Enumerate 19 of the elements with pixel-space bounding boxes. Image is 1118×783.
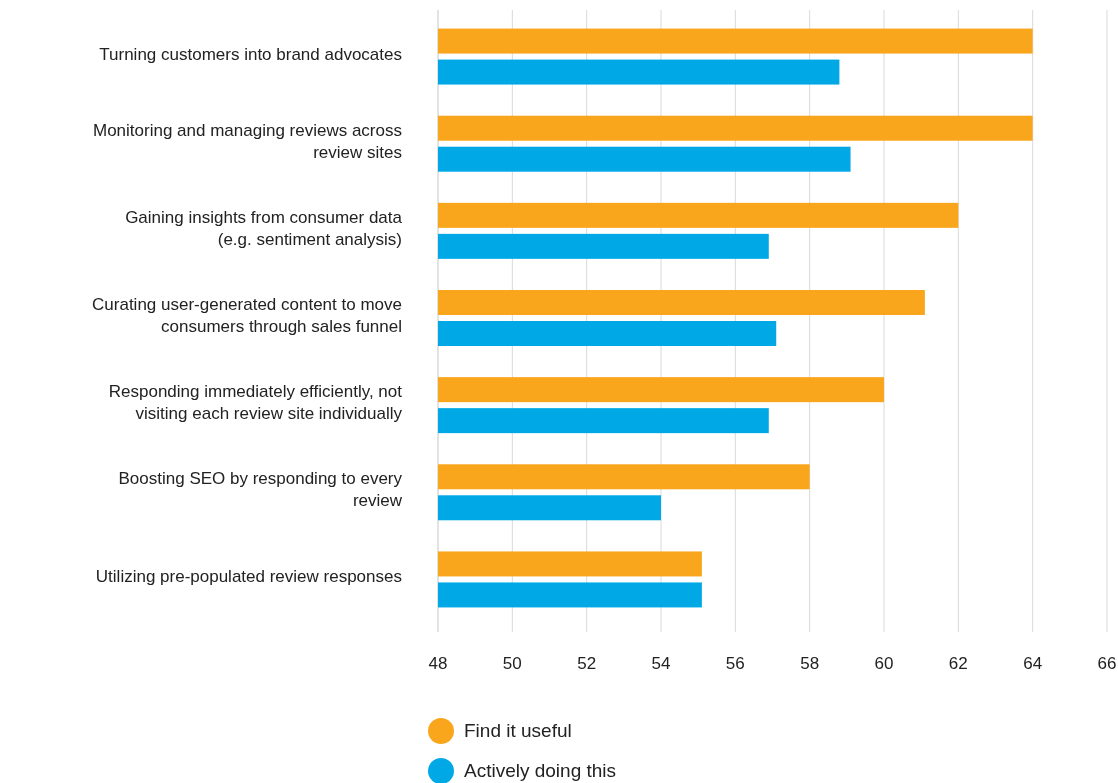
x-tick-label: 58 — [800, 654, 820, 673]
x-tick-label: 66 — [1097, 654, 1117, 673]
legend-label: Actively doing this — [464, 760, 617, 781]
x-tick-label: 60 — [874, 654, 894, 673]
x-tick-label: 48 — [428, 654, 448, 673]
y-tick-label: Utilizing pre-populated review responses — [95, 567, 402, 587]
x-tick-label: 52 — [577, 654, 597, 673]
y-tick-label: Boosting SEO by responding to every review — [118, 469, 403, 511]
x-tick-label: 50 — [502, 654, 522, 673]
legend-label: Find it useful — [464, 720, 572, 741]
y-tick-label: Turning customers into brand advocates — [99, 44, 402, 64]
y-tick-label: Monitoring and managing reviews across review sites — [93, 120, 402, 162]
x-tick-label: 54 — [651, 654, 671, 673]
x-tick-label: 62 — [948, 654, 968, 673]
y-tick-label: Responding immediately efficiently, not visiting each review site individually — [108, 382, 403, 424]
x-tick-label: 56 — [725, 654, 745, 673]
x-tick-label: 64 — [1023, 654, 1043, 673]
y-tick-label: Gaining insights from consumer data (e.g. sentiment analysis) — [125, 207, 403, 249]
y-tick-label: Curating user-generated content to move consumers through sales funnel — [92, 295, 402, 336]
